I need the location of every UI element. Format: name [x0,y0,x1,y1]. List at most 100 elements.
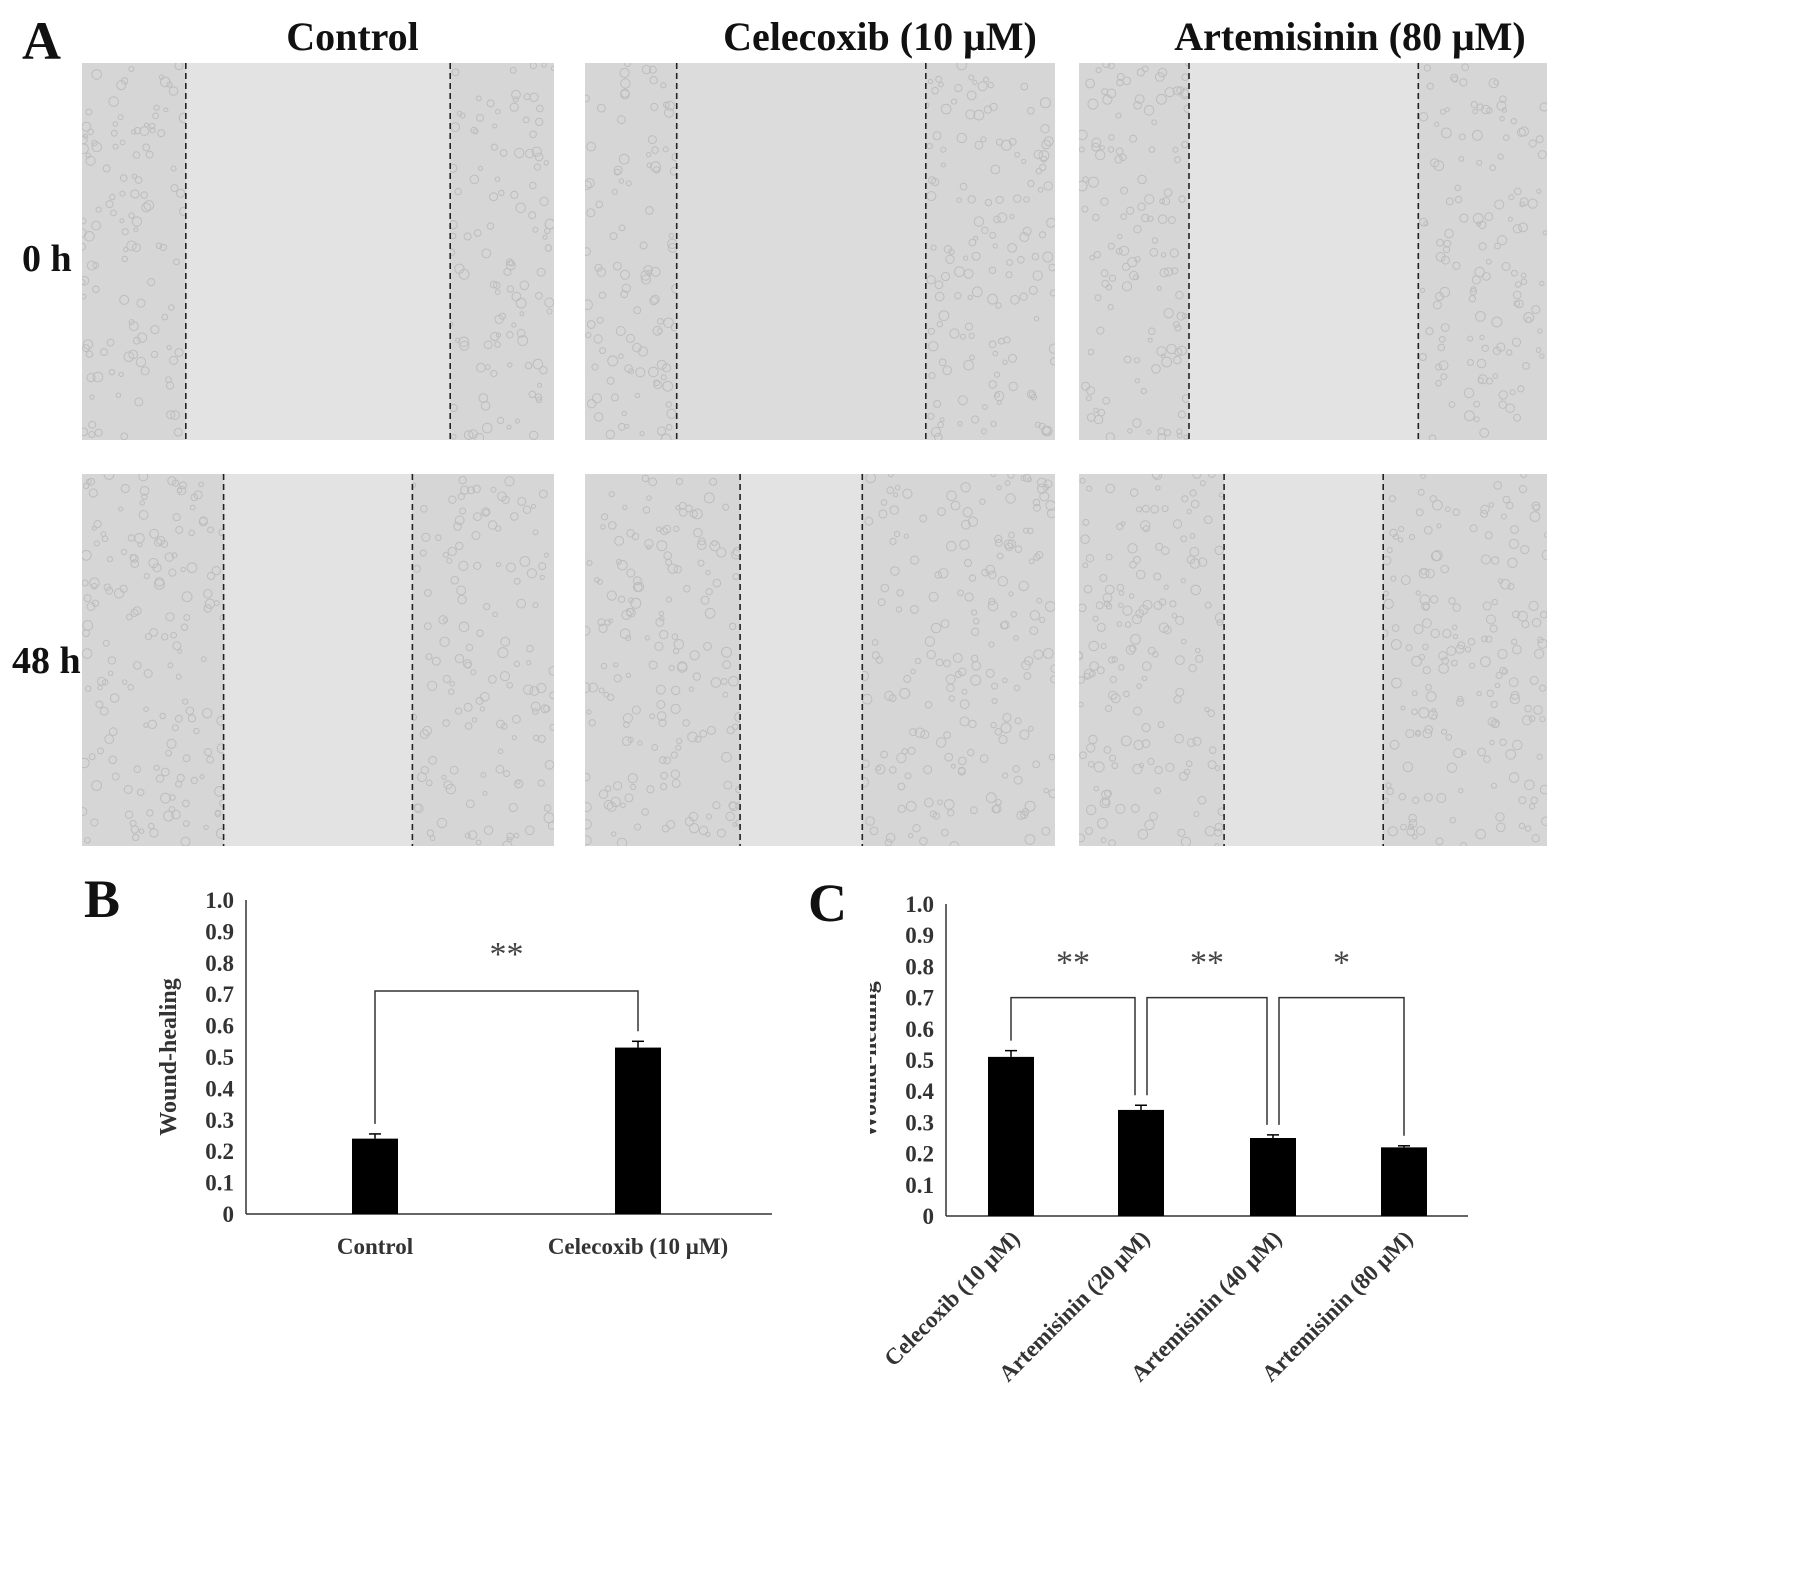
cell [1194,647,1201,654]
cell [1501,668,1509,675]
cell [143,573,150,580]
bar [352,1138,398,1214]
cell [937,507,946,516]
cell [1467,637,1476,646]
cell [1490,782,1497,789]
cell [1089,670,1096,677]
cell [1093,251,1101,259]
cell [511,735,517,741]
cell [929,810,937,818]
cell [1524,779,1535,791]
cell [585,94,590,103]
micrograph-image [585,474,1055,846]
cell [653,379,660,387]
cell [1079,477,1086,484]
cell [1093,761,1105,773]
cell [1483,755,1491,763]
cell [529,92,539,102]
cell [1472,213,1484,224]
cell [1008,353,1017,363]
cell [924,701,933,709]
cell [422,725,433,736]
cell [82,579,89,587]
cell [660,433,672,440]
cell [173,427,183,437]
cell [483,825,494,835]
cell [94,428,103,437]
cell [103,474,115,480]
cell [1189,533,1196,539]
cell [585,180,592,190]
cell [899,687,911,699]
cell [909,728,917,737]
cell [500,636,511,647]
cell [464,722,473,730]
cell [166,738,177,749]
cell [1004,480,1011,486]
cell [1513,413,1522,422]
cell [1133,555,1141,564]
cell [149,528,159,539]
cell [1108,690,1118,700]
cell [968,574,977,582]
cell [1440,564,1450,574]
cell [1446,646,1457,656]
cell [1408,818,1418,828]
cell [82,242,86,251]
cell [888,474,894,478]
cell [671,633,679,640]
cell [597,618,606,627]
cell [1034,421,1041,428]
cell [1147,215,1154,222]
cell [950,763,956,769]
cell [1087,348,1095,356]
cell [1476,690,1482,697]
cell [1142,504,1150,513]
cell [1506,501,1514,510]
cell [1116,523,1124,531]
cell [1099,574,1108,582]
cell [482,508,490,516]
cell [618,353,624,360]
cell [967,294,973,301]
cell [500,722,508,730]
cell [1422,618,1432,629]
cell [1502,495,1511,504]
cell [620,290,629,299]
cell [441,774,447,780]
cell [171,809,181,820]
cell [617,422,626,431]
cell [1505,749,1517,760]
cell [1080,534,1090,544]
cell [665,401,673,408]
cell [950,98,958,105]
x-tick-label: Artemisinin (80 μM) [1257,1226,1418,1387]
cell [111,772,120,781]
cell [1141,675,1148,682]
cell [1536,753,1543,760]
cell [468,830,478,840]
micrograph-image [82,474,554,846]
cell [187,714,197,723]
cell [508,802,518,813]
cell [928,341,939,352]
cell [132,606,142,616]
cell [1454,184,1462,192]
cell [108,727,118,737]
cell [1018,580,1029,592]
cell [1125,644,1136,655]
cell [89,577,100,588]
cell [692,508,703,520]
cell [1452,633,1459,640]
cell [945,254,955,265]
cell [120,483,130,494]
cell [1434,121,1440,127]
cell [1048,753,1055,761]
cell [138,474,149,482]
cell [82,133,88,139]
cell [1473,400,1481,408]
cell [1154,765,1163,775]
cell [996,485,1002,491]
cell [1046,508,1055,519]
wound-gap [676,63,926,440]
